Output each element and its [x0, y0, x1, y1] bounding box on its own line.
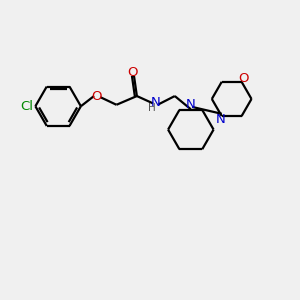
Text: N: N: [186, 98, 196, 111]
Text: H: H: [148, 103, 155, 113]
Text: O: O: [239, 72, 249, 85]
Text: N: N: [215, 113, 225, 126]
Text: O: O: [92, 89, 102, 103]
Text: N: N: [151, 96, 161, 109]
Text: O: O: [127, 66, 138, 79]
Text: Cl: Cl: [20, 100, 33, 113]
